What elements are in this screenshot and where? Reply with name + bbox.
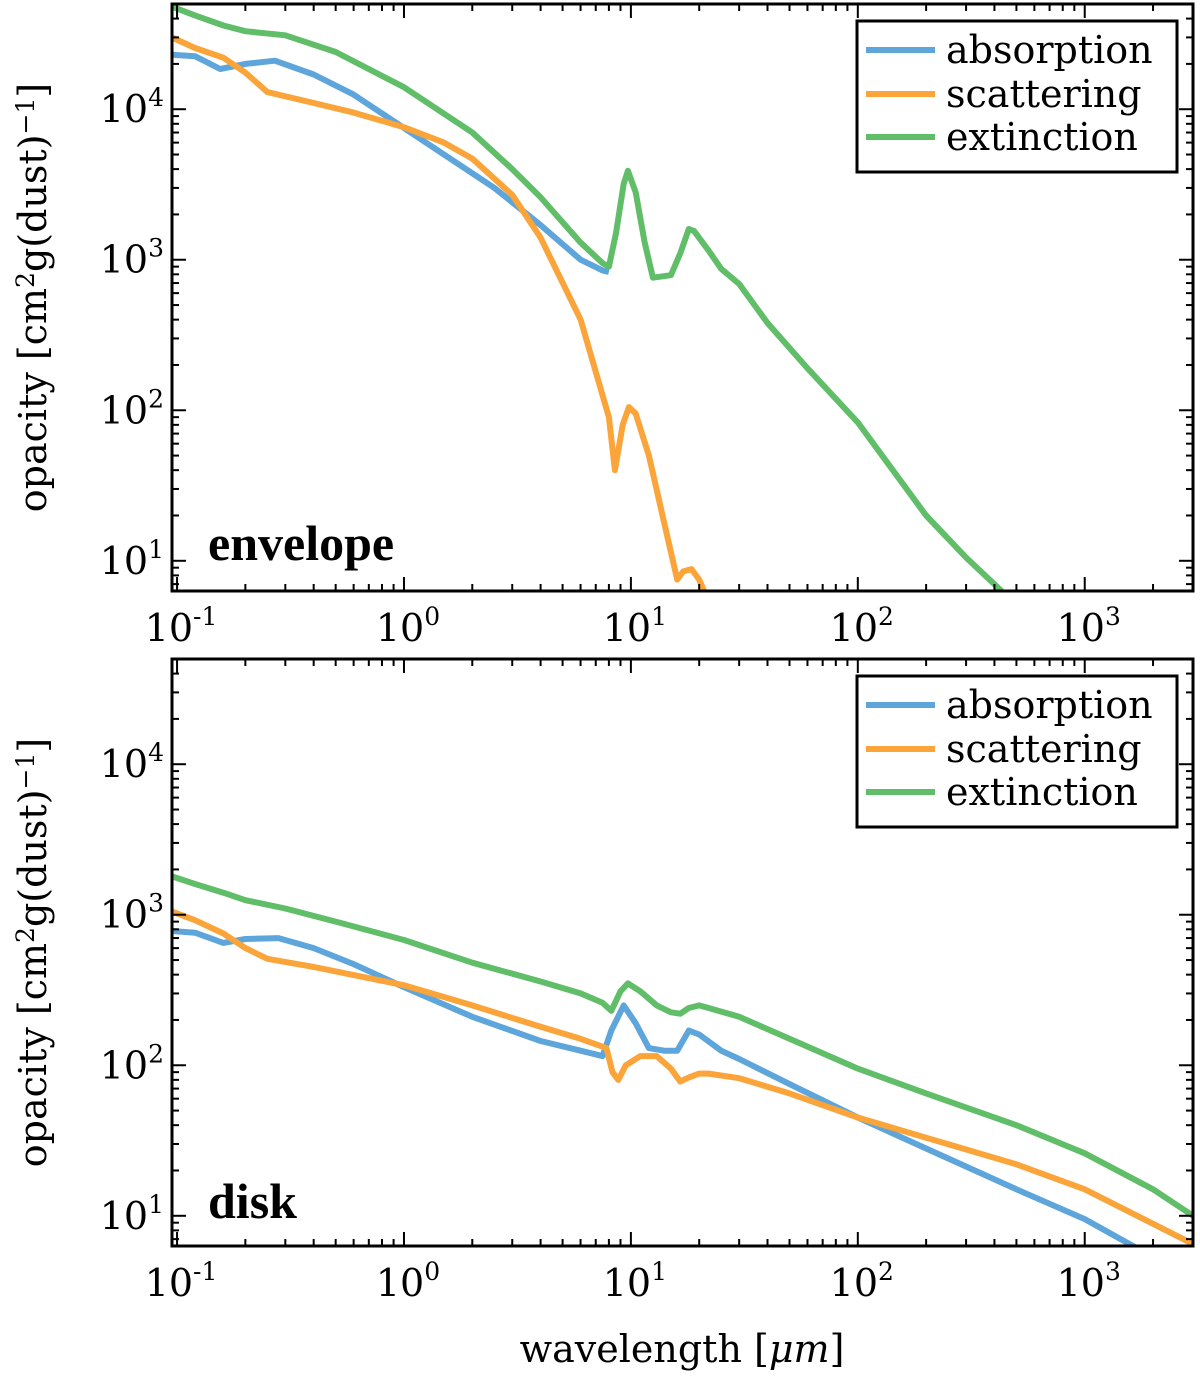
envelope-legend-label-absorption: absorption [946,28,1153,72]
disk-y-tick-label: 101 [100,1190,164,1238]
envelope-x-tick-label: 103 [1057,602,1121,650]
disk-series-layer [172,873,1193,1246]
disk-y-tick-label: 104 [100,738,164,786]
envelope-x-tick-label: 10-1 [145,602,218,650]
disk-panel: 10-1 100 101 102 103 101 102 103 104 disk opacit… [11,657,1195,1371]
disk-y-axis-label: opacity [cm2g(dust)−1] [11,738,55,1167]
envelope-legend-label-scattering: scattering [946,72,1142,116]
x-axis-label: wavelength [μm] [520,1327,845,1371]
disk-y-tick-label: 102 [100,1039,164,1087]
disk-x-tick-label: 101 [603,1257,667,1305]
disk-x-tick-label: 103 [1057,1257,1121,1305]
disk-x-tick-label: 102 [830,1257,894,1305]
envelope-plot-frame [170,2,1195,593]
disk-legend-label-extinction: extinction [946,770,1138,814]
envelope-legend-label-extinction: extinction [946,115,1138,159]
envelope-line-absorption [172,51,610,275]
envelope-x-tick-label: 101 [603,602,667,650]
disk-line-extinction [172,873,1193,1219]
disk-legend: absorption scattering extinction [855,674,1179,829]
envelope-legend: absorption scattering extinction [855,19,1179,174]
envelope-series-layer [172,4,1004,591]
disk-line-absorption [172,928,1140,1246]
envelope-y-tick-label: 104 [100,83,164,131]
envelope-line-extinction [172,4,1004,591]
envelope-line-scattering [172,34,707,591]
envelope-y-axis-label: opacity [cm2g(dust)−1] [11,83,55,512]
disk-ticks: 10-1 100 101 102 103 101 102 103 104 [100,658,1194,1305]
disk-line-scattering [172,908,1193,1246]
envelope-ticks: 10-1 100 101 102 103 101 102 103 104 [100,3,1194,650]
envelope-x-tick-label: 102 [830,602,894,650]
envelope-y-tick-label: 103 [100,234,164,282]
disk-plot-frame [170,657,1195,1248]
envelope-y-tick-label: 101 [100,535,164,583]
disk-panel-label: disk [208,1173,297,1229]
disk-y-tick-label: 103 [100,889,164,937]
envelope-panel-label: envelope [208,515,394,571]
disk-x-tick-label: 100 [376,1257,440,1305]
envelope-panel: 10-1 100 101 102 103 101 102 103 104 envelope op… [11,2,1195,650]
disk-x-tick-label: 10-1 [145,1257,218,1305]
envelope-y-tick-label: 102 [100,384,164,432]
envelope-x-tick-label: 100 [376,602,440,650]
disk-legend-label-scattering: scattering [946,727,1142,771]
disk-legend-label-absorption: absorption [946,683,1153,727]
